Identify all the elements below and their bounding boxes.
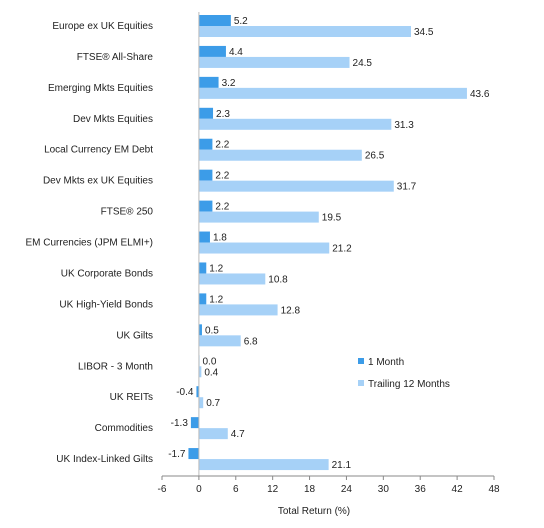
data-label-trailing-12-months: 26.5: [365, 151, 385, 162]
bar-trailing-12-months: [198, 273, 266, 285]
legend-swatch-1-month: [358, 358, 364, 364]
data-label-trailing-12-months: 31.3: [394, 120, 414, 131]
x-tick-label: 24: [341, 484, 353, 495]
bar-1-month: [188, 448, 199, 460]
data-label-trailing-12-months: 6.8: [244, 336, 258, 347]
bar-1-month: [198, 169, 213, 181]
data-label-trailing-12-months: 43.6: [470, 89, 490, 100]
x-tick-label: 30: [378, 484, 390, 495]
bar-trailing-12-months: [198, 87, 467, 99]
category-label: Commodities: [95, 423, 153, 434]
data-label-1-month: 0.0: [202, 356, 216, 367]
bar-1-month: [198, 262, 207, 274]
category-label: UK Corporate Bonds: [61, 268, 153, 279]
data-label-1-month: -0.4: [176, 387, 194, 398]
data-label-trailing-12-months: 0.7: [206, 398, 220, 409]
category-label: Dev Mkts ex UK Equities: [43, 176, 153, 187]
data-label-trailing-12-months: 10.8: [268, 274, 288, 285]
data-label-1-month: -1.3: [171, 418, 189, 429]
x-tick-label: 0: [196, 484, 202, 495]
data-label-1-month: 0.5: [205, 325, 219, 336]
x-tick-label: 48: [488, 484, 500, 495]
bar-trailing-12-months: [198, 397, 204, 409]
bar-1-month: [198, 45, 226, 57]
data-label-trailing-12-months: 4.7: [231, 429, 245, 440]
legend: 1 Month Trailing 12 Months: [358, 357, 450, 390]
bar-1-month: [198, 231, 210, 243]
data-label-1-month: 1.8: [213, 233, 227, 244]
bar-trailing-12-months: [198, 180, 394, 192]
data-label-1-month: 2.2: [215, 140, 229, 151]
bar-trailing-12-months: [198, 118, 392, 130]
data-label-trailing-12-months: 12.8: [281, 305, 301, 316]
category-label: Dev Mkts Equities: [73, 114, 153, 125]
data-label-1-month: 3.2: [222, 78, 236, 89]
category-label: Emerging Mkts Equities: [48, 83, 153, 94]
bar-1-month: [198, 15, 231, 26]
data-label-1-month: 2.2: [215, 171, 229, 182]
data-label-1-month: 2.3: [216, 109, 230, 120]
category-label: Europe ex UK Equities: [52, 21, 153, 32]
x-tick-label: 12: [267, 484, 279, 495]
bar-1-month: [190, 417, 199, 429]
category-label: Local Currency EM Debt: [44, 145, 153, 156]
bar-trailing-12-months: [198, 459, 329, 471]
data-label-trailing-12-months: 19.5: [322, 213, 342, 224]
data-labels: 5.2 34.5 4.4 24.5 3.2 43.6 2.3 31.3 2.2 26.5 2.2 31…: [168, 16, 490, 471]
data-label-1-month: 1.2: [209, 263, 223, 274]
bar-1-month: [196, 386, 199, 398]
bar-trailing-12-months: [198, 366, 202, 378]
data-label-1-month: 4.4: [229, 47, 243, 58]
bar-trailing-12-months: [198, 56, 350, 68]
x-tick-label: 42: [452, 484, 464, 495]
category-label: UK REITs: [110, 392, 153, 403]
legend-label-1-month: 1 Month: [368, 357, 404, 368]
bar-1-month: [198, 293, 207, 305]
data-label-trailing-12-months: 0.4: [204, 367, 218, 378]
x-tick-label: -6: [158, 484, 167, 495]
bar-1-month: [198, 76, 219, 88]
data-label-1-month: -1.7: [168, 449, 186, 460]
bar-trailing-12-months: [198, 26, 411, 37]
category-label: UK Index-Linked Gilts: [56, 454, 153, 465]
category-label: UK High-Yield Bonds: [59, 299, 153, 310]
bar-trailing-12-months: [198, 242, 330, 254]
bar-1-month: [198, 200, 213, 212]
data-label-1-month: 2.2: [215, 202, 229, 213]
data-label-1-month: 1.2: [209, 294, 223, 305]
data-label-trailing-12-months: 21.2: [332, 244, 352, 255]
data-label-1-month: 5.2: [234, 16, 248, 27]
legend-label-trailing-12-months: Trailing 12 Months: [368, 379, 450, 390]
bar-1-month: [198, 107, 214, 119]
x-tick-label: 36: [415, 484, 427, 495]
x-axis: -6 0 6 12 18 24 30 36 42 48: [158, 12, 500, 495]
bar-trailing-12-months: [198, 149, 362, 161]
category-label: FTSE® All-Share: [77, 52, 154, 63]
data-label-trailing-12-months: 31.7: [397, 182, 417, 193]
x-axis-title: Total Return (%): [278, 506, 350, 517]
bars-group: [188, 15, 467, 471]
category-label: FTSE® 250: [101, 207, 154, 218]
bar-1-month: [198, 324, 202, 336]
legend-swatch-trailing-12-months: [358, 380, 364, 386]
data-label-trailing-12-months: 21.1: [332, 460, 352, 471]
data-label-trailing-12-months: 24.5: [353, 58, 373, 69]
category-label: UK Gilts: [116, 330, 153, 341]
category-labels: Europe ex UK Equities FTSE® All-Share Emer…: [25, 21, 153, 465]
bar-trailing-12-months: [198, 428, 228, 440]
data-label-trailing-12-months: 34.5: [414, 27, 434, 38]
x-tick-label: 18: [304, 484, 316, 495]
category-label: LIBOR - 3 Month: [78, 361, 153, 372]
bar-1-month: [198, 138, 213, 150]
bar-trailing-12-months: [198, 304, 278, 316]
bar-trailing-12-months: [198, 211, 319, 223]
bar-trailing-12-months: [198, 335, 241, 347]
x-tick-label: 6: [233, 484, 239, 495]
category-label: EM Currencies (JPM ELMI+): [25, 238, 153, 249]
